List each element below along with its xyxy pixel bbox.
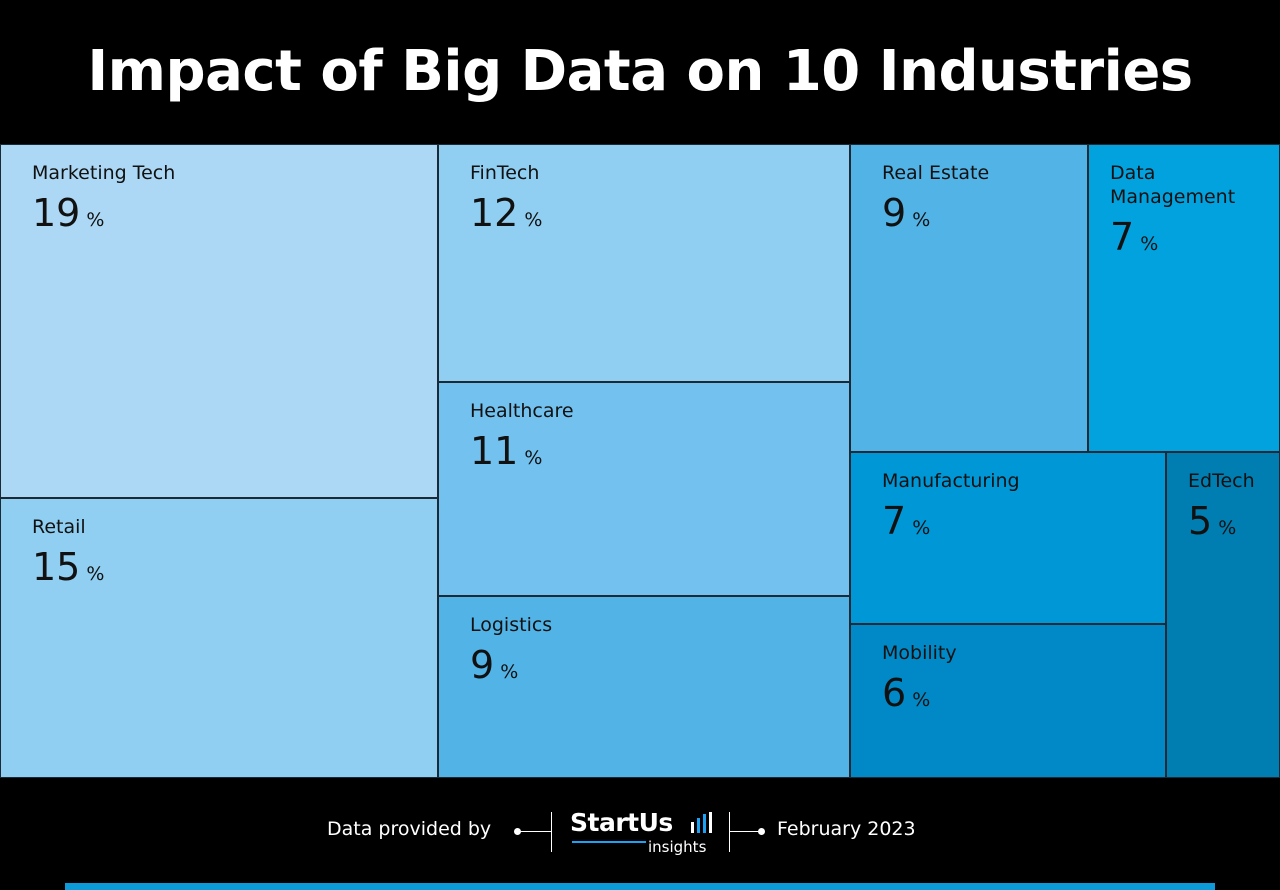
tile-label: Data Management bbox=[1110, 162, 1236, 208]
treemap-tile-retail: Retail 15% bbox=[0, 498, 438, 778]
footer-date: February 2023 bbox=[777, 818, 916, 840]
tile-label: Mobility bbox=[882, 642, 957, 664]
chart-title: Impact of Big Data on 10 Industries bbox=[87, 38, 1193, 104]
tile-value-number: 6 bbox=[882, 671, 907, 715]
tile-value: 19% bbox=[32, 193, 104, 233]
logo-wordmark: StartUs bbox=[570, 808, 673, 837]
treemap-tile-healthcare: Healthcare 11% bbox=[438, 382, 850, 596]
treemap-tile-manufacturing: Manufacturing 7% bbox=[850, 452, 1166, 624]
tile-value: 7% bbox=[882, 501, 930, 541]
connector-line-right bbox=[730, 831, 760, 832]
treemap-tile-data-management: Data Management 7% bbox=[1088, 144, 1280, 452]
data-provided-by-label: Data provided by bbox=[327, 818, 492, 840]
tile-label: Logistics bbox=[470, 614, 553, 636]
tile-value-unit: % bbox=[86, 563, 105, 585]
tile-value-unit: % bbox=[912, 689, 931, 711]
divider-right bbox=[729, 812, 730, 852]
tile-value: 9% bbox=[470, 645, 518, 685]
header: Impact of Big Data on 10 Industries bbox=[0, 0, 1280, 144]
tile-label: Retail bbox=[32, 516, 86, 538]
tile-value-number: 9 bbox=[882, 191, 907, 235]
tile-value-unit: % bbox=[86, 209, 105, 231]
tile-label: Real Estate bbox=[882, 162, 990, 184]
tile-label: Healthcare bbox=[470, 400, 574, 422]
treemap-tile-fintech: FinTech 12% bbox=[438, 144, 850, 382]
divider-left bbox=[551, 812, 552, 852]
tile-value-unit: % bbox=[912, 209, 931, 231]
treemap-tile-edtech: EdTech 5% bbox=[1166, 452, 1280, 778]
tile-value-unit: % bbox=[524, 447, 543, 469]
tile-value: 12% bbox=[470, 193, 542, 233]
bar-chart-icon bbox=[691, 812, 712, 833]
tile-value: 6% bbox=[882, 673, 930, 713]
tile-label: Marketing Tech bbox=[32, 162, 176, 184]
tile-value-number: 19 bbox=[32, 191, 81, 235]
tile-value: 9% bbox=[882, 193, 930, 233]
treemap-chart: Marketing Tech 19% Retail 15% FinTech 12% Heal… bbox=[0, 144, 1280, 778]
tile-value: 15% bbox=[32, 547, 104, 587]
tile-value: 11% bbox=[470, 431, 542, 471]
treemap-tile-mobility: Mobility 6% bbox=[850, 624, 1166, 778]
tile-value-number: 5 bbox=[1188, 499, 1213, 543]
treemap-tile-logistics: Logistics 9% bbox=[438, 596, 850, 778]
connector-dot-right bbox=[758, 828, 765, 835]
treemap-tile-marketing-tech: Marketing Tech 19% bbox=[0, 144, 438, 498]
tile-value-number: 9 bbox=[470, 643, 495, 687]
tile-value-number: 11 bbox=[470, 429, 519, 473]
tile-value-number: 12 bbox=[470, 191, 519, 235]
tile-label: EdTech bbox=[1188, 470, 1255, 492]
tile-label: FinTech bbox=[470, 162, 540, 184]
logo-subtitle: insights bbox=[648, 838, 707, 856]
connector-dot-left bbox=[514, 828, 521, 835]
tile-value: 7% bbox=[1110, 217, 1158, 257]
tile-value: 5% bbox=[1188, 501, 1236, 541]
tile-value-unit: % bbox=[1218, 517, 1237, 539]
tile-label: Manufacturing bbox=[882, 470, 1020, 492]
tile-value-unit: % bbox=[524, 209, 543, 231]
logo-underline bbox=[572, 841, 646, 843]
bottom-accent-bar bbox=[65, 883, 1215, 890]
tile-value-number: 7 bbox=[1110, 215, 1135, 259]
tile-value-unit: % bbox=[1140, 233, 1159, 255]
tile-value-number: 15 bbox=[32, 545, 81, 589]
tile-value-unit: % bbox=[500, 661, 519, 683]
startus-insights-logo: StartUs insights bbox=[566, 808, 716, 858]
tile-value-unit: % bbox=[912, 517, 931, 539]
treemap-tile-real-estate: Real Estate 9% bbox=[850, 144, 1088, 452]
connector-line-left bbox=[518, 831, 551, 832]
tile-value-number: 7 bbox=[882, 499, 907, 543]
